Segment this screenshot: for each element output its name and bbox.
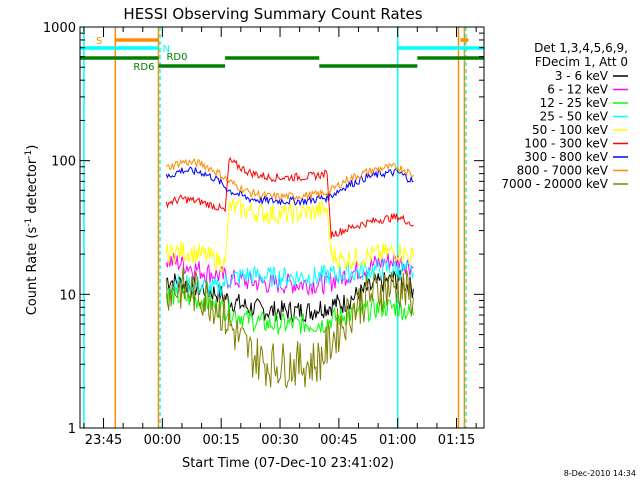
- chart-title: HESSI Observing Summary Count Rates: [123, 5, 422, 23]
- y-tick-label: 10: [59, 288, 76, 303]
- legend-label: 12 - 25 keV: [540, 96, 609, 110]
- legend-label: 25 - 50 keV: [540, 110, 609, 124]
- series-line-4: [165, 198, 414, 274]
- flag-label-rd6: RD6: [133, 62, 154, 73]
- timestamp: 8-Dec-2010 14:34: [564, 469, 636, 478]
- x-tick-label: 23:45: [85, 433, 122, 448]
- y-axis-label-sup2: -1: [24, 150, 34, 159]
- x-tick-label: 00:15: [202, 433, 239, 448]
- x-tick-label: 01:00: [379, 433, 416, 448]
- series-line-8: [165, 266, 414, 389]
- x-tick-label: 00:30: [261, 433, 298, 448]
- legend-label: 3 - 6 keV: [555, 69, 609, 83]
- y-axis-label-mid: detector: [25, 158, 40, 218]
- y-axis-label-main: Count Rate (s: [25, 227, 40, 316]
- y-axis: 1 10 100 1000: [43, 21, 484, 437]
- y-axis-label-sup1: -1: [24, 218, 34, 227]
- series-line-3: [165, 258, 414, 297]
- y-tick-label: 1: [68, 422, 76, 437]
- flag-label-s: S: [96, 36, 102, 47]
- legend-label: 300 - 800 keV: [524, 150, 608, 164]
- legend: Det 1,3,4,5,6,9, FDecim 1, Att 0 3 - 6 k…: [501, 41, 628, 191]
- flag-label-n: N: [162, 44, 169, 55]
- series-line-6: [165, 166, 414, 207]
- legend-header-1: Det 1,3,4,5,6,9,: [534, 41, 628, 55]
- x-axis-label: Start Time (07-Dec-10 23:41:02): [182, 456, 394, 471]
- x-tick-label: 00:00: [144, 433, 181, 448]
- x-tick-label: 00:45: [320, 433, 357, 448]
- flag-label-rd0: RD0: [166, 52, 187, 63]
- legend-label: 7000 - 20000 keV: [501, 177, 608, 191]
- y-tick-label: 1000: [43, 21, 76, 36]
- y-tick-label: 100: [51, 155, 76, 170]
- plot-frame: [79, 26, 485, 429]
- y-axis-label: Count Rate (s-1 detector-1): [24, 145, 40, 316]
- instrument-state-lines: [83, 27, 467, 428]
- series-line-2: [165, 285, 414, 335]
- legend-label: 6 - 12 keV: [547, 83, 609, 97]
- y-axis-label-end: ): [25, 145, 40, 150]
- legend-label: 50 - 100 keV: [532, 123, 609, 137]
- series-line-5: [165, 156, 414, 239]
- x-tick-label: 01:15: [438, 433, 475, 448]
- legend-label: 800 - 7000 keV: [517, 164, 609, 178]
- x-axis: 23:45 00:00 00:15 00:30 00:45 01:00 01:15: [83, 27, 477, 448]
- series-group: [165, 156, 414, 389]
- series-line-7: [165, 158, 414, 201]
- legend-header-2: FDecim 1, Att 0: [535, 55, 628, 69]
- series-line-1: [165, 252, 414, 296]
- legend-label: 100 - 300 keV: [524, 137, 608, 151]
